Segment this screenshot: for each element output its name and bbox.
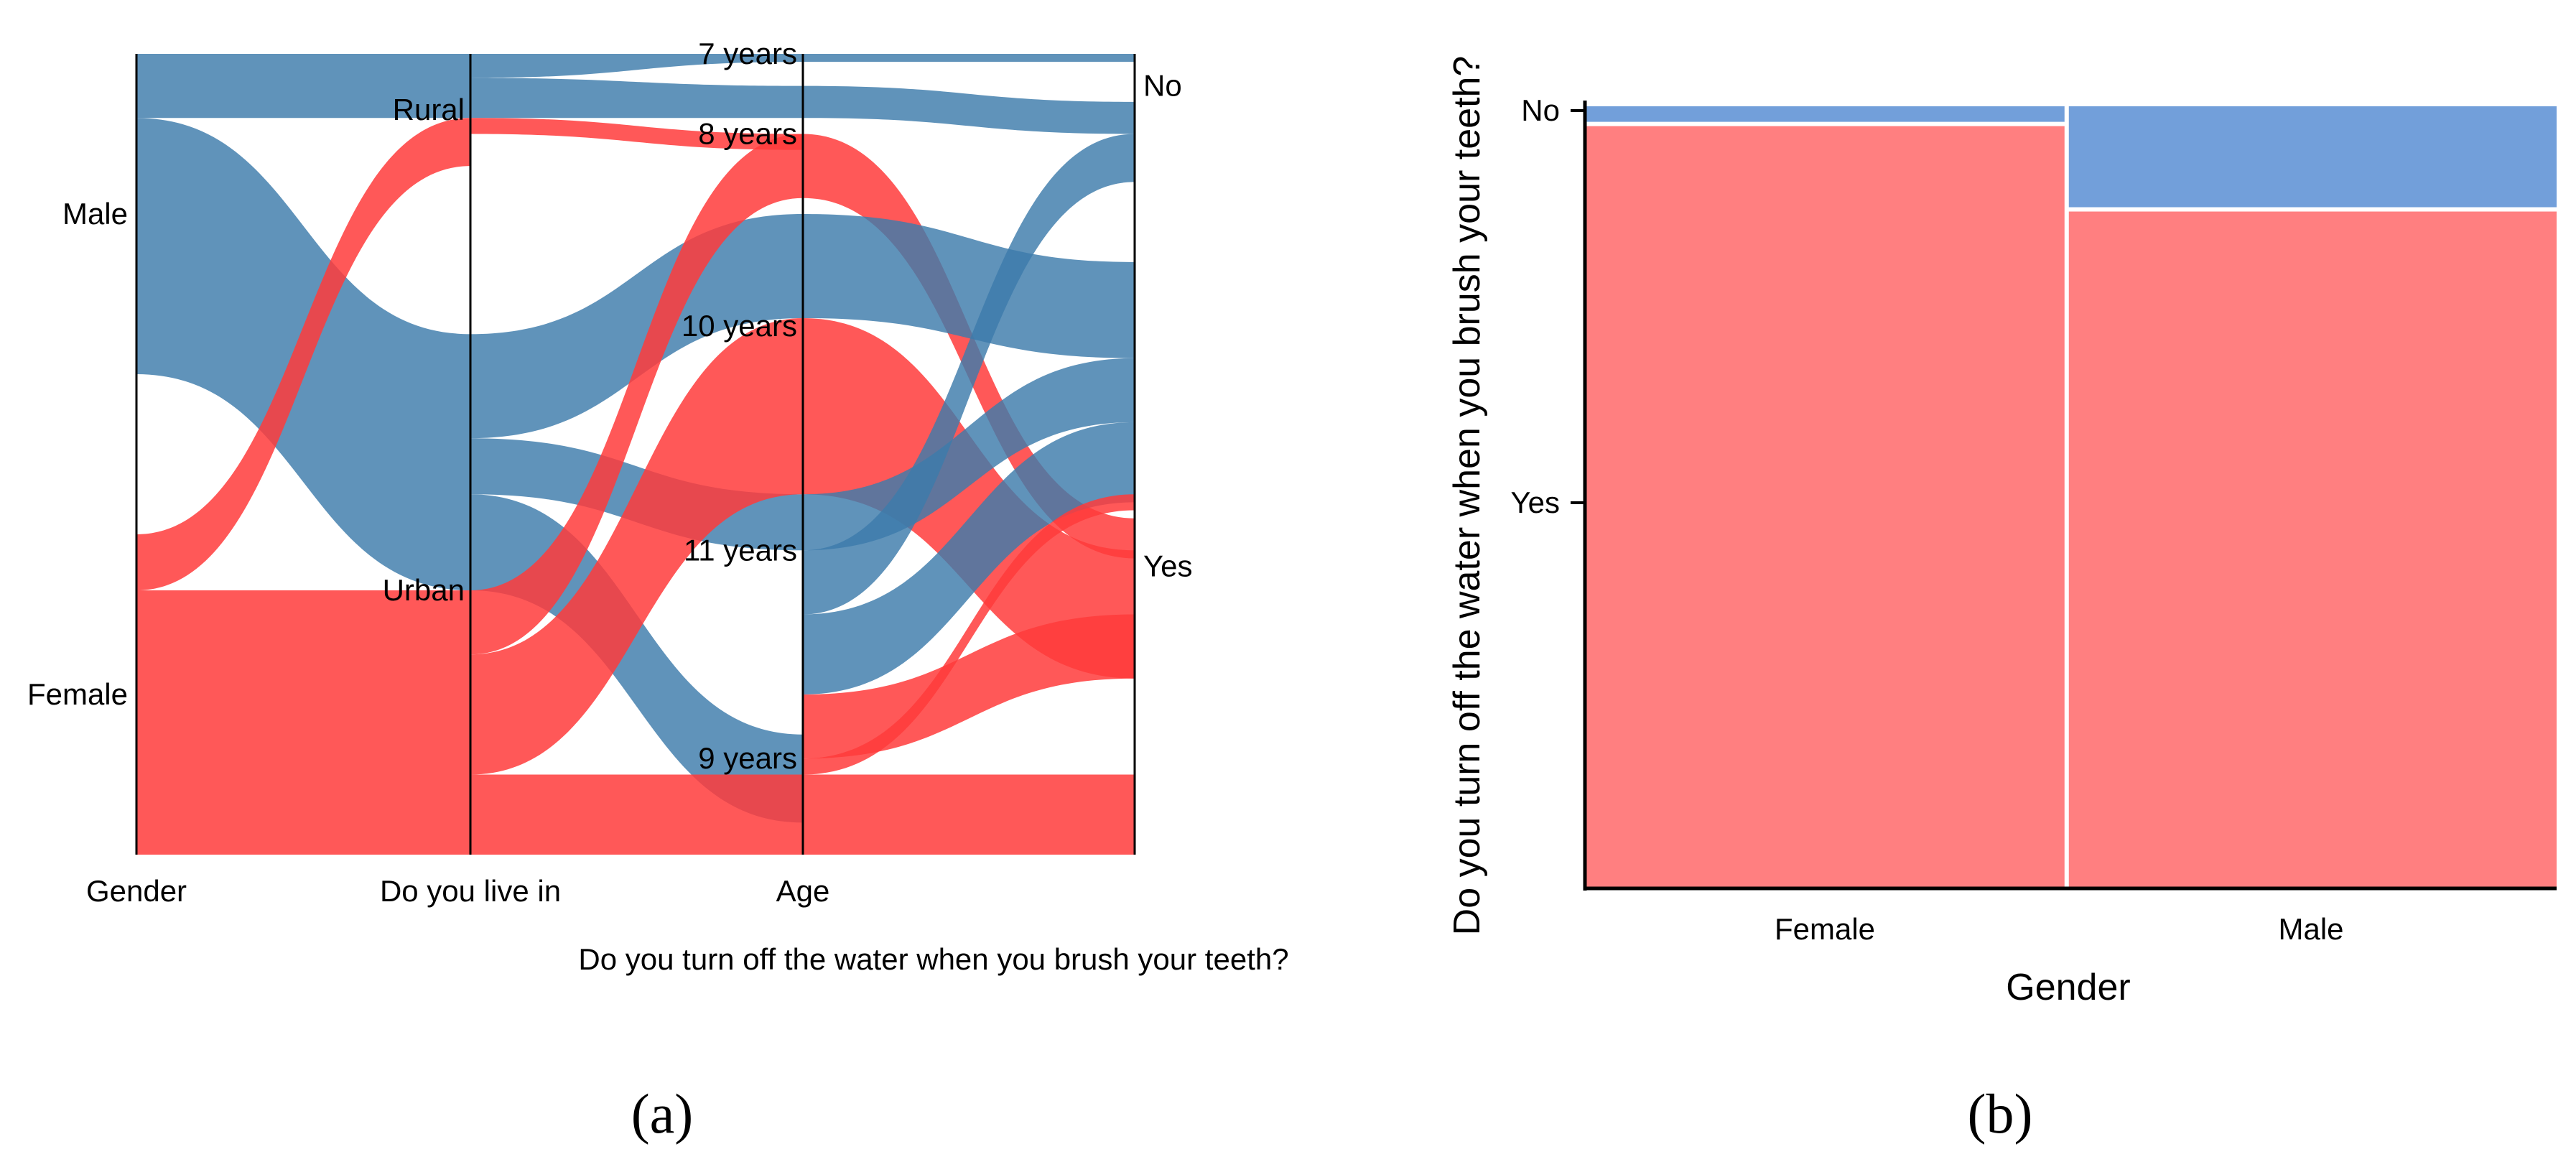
ribbon-female-11 [470, 317, 803, 775]
ribbon-female-23 [803, 774, 1135, 855]
ribbon-male-19 [803, 134, 1135, 615]
ribbon-female-12 [470, 774, 803, 855]
ribbon-male-5 [470, 78, 803, 119]
ribbon-male-13 [803, 54, 1135, 62]
category-label-2-0: 7 years [698, 37, 797, 70]
ribbon-male-7 [470, 214, 803, 439]
category-label-1-0: Rural [393, 93, 465, 126]
tile-female-no [1586, 106, 2065, 122]
ribbon-male-4 [470, 54, 803, 78]
ribbon-layer [136, 54, 1135, 855]
y-tick-label-no: No [1521, 93, 1560, 127]
ribbon-female-2 [136, 118, 470, 591]
category-label-2-3: 11 years [684, 533, 797, 567]
axis-title-1: Do you live in [380, 874, 561, 908]
category-label-3-0: No [1143, 69, 1182, 103]
ribbon-male-20 [803, 422, 1135, 694]
y-tick-label-yes: Yes [1510, 485, 1560, 519]
ribbon-female-3 [136, 590, 470, 855]
ribbon-male-16 [803, 214, 1135, 358]
ribbon-female-17 [803, 317, 1135, 679]
panel-a-caption: (a) [631, 1082, 694, 1145]
category-label-1-1: Urban [383, 573, 465, 607]
axis-title-3: Do you turn off the water when you brush… [578, 942, 1288, 976]
category-label-0-0: Male [62, 197, 128, 231]
category-label-0-1: Female [27, 677, 128, 711]
ribbon-female-6 [470, 118, 803, 150]
ribbon-female-10 [470, 134, 803, 655]
ribbon-male-18 [803, 358, 1135, 551]
category-label-3-1: Yes [1143, 549, 1193, 583]
x-axis-title: Gender [2006, 967, 2130, 1008]
category-label-2-2: 10 years [682, 309, 797, 343]
axis-title-2: Age [776, 874, 830, 908]
ribbon-male-0 [136, 54, 470, 119]
axis-title-0: Gender [86, 874, 187, 908]
category-label-2-4: 9 years [698, 741, 797, 775]
x-tick-label-male: Male [2278, 912, 2343, 946]
category-label-2-1: 8 years [698, 117, 797, 151]
ribbon-female-22 [803, 494, 1135, 775]
parallel-sets-chart: Male Female Rural Urban 7 years 8 years 10 yea… [27, 37, 1289, 976]
y-axis-title: Do you turn off the water when you brush… [1446, 56, 1488, 936]
tile-layer [1586, 106, 2557, 887]
mosaic-chart: No Yes Female Male Gender Do you turn of… [1446, 56, 2557, 1008]
axis-layer [135, 54, 1136, 855]
panel-b-caption: (b) [1968, 1082, 2033, 1145]
ribbon-male-14 [803, 85, 1135, 134]
ribbon-female-21 [803, 614, 1135, 759]
x-tick-label-female: Female [1775, 912, 1875, 946]
tile-male-yes [2068, 211, 2557, 887]
tile-female-yes [1586, 126, 2065, 887]
label-layer: Male Female Rural Urban 7 years 8 years 10 yea… [27, 37, 1289, 976]
tile-male-no [2068, 106, 2557, 208]
